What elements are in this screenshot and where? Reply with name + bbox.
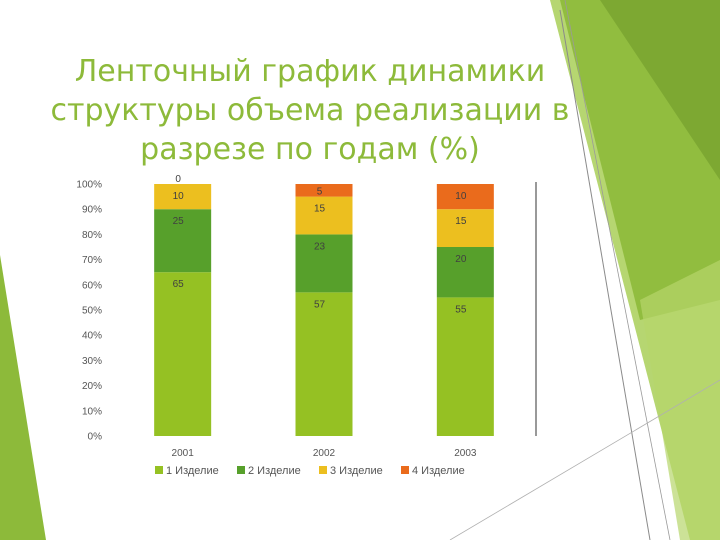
legend: 1 Изделие 2 Изделие 3 Изделие 4 Изделие	[155, 465, 465, 477]
data-label: 25	[173, 216, 185, 227]
data-label: 65	[173, 279, 185, 290]
data-label: 10	[173, 191, 185, 202]
data-label: 15	[455, 216, 467, 227]
decor-line	[564, 0, 671, 540]
y-tick-label: 100%	[76, 180, 102, 191]
legend-swatch	[155, 466, 163, 474]
right-accent-shape-lower	[640, 260, 720, 540]
y-tick-label: 80%	[82, 230, 102, 241]
y-tick-label: 10%	[82, 406, 102, 417]
bar-segment	[154, 272, 212, 436]
y-tick-label: 0%	[88, 432, 103, 443]
data-label: 5	[317, 187, 323, 198]
bar-segment	[295, 234, 353, 293]
y-tick-label: 20%	[82, 381, 102, 392]
legend-swatch	[237, 466, 245, 474]
data-label: 57	[314, 299, 326, 310]
x-tick-label: 2003	[454, 448, 477, 459]
bar-segment	[436, 209, 494, 247]
bar-segment	[436, 184, 494, 210]
data-label: 15	[314, 204, 326, 215]
data-label: 0	[175, 174, 181, 185]
legend-label: 2 Изделие	[248, 465, 301, 477]
bar-segment	[295, 196, 353, 235]
data-label: 20	[455, 254, 467, 265]
x-axis: 2001 2002 2003	[172, 448, 477, 459]
data-label: 10	[455, 191, 467, 202]
bar-segment	[295, 292, 353, 436]
left-accent-shape	[0, 255, 46, 540]
x-tick-label: 2001	[172, 448, 195, 459]
decor-line	[559, 9, 651, 540]
right-accent-shape-top	[600, 0, 720, 180]
decor-line	[449, 379, 720, 540]
legend-label: 3 Изделие	[330, 465, 383, 477]
data-label: 55	[455, 304, 467, 315]
x-tick-label: 2002	[313, 448, 336, 459]
y-tick-label: 70%	[82, 255, 102, 266]
y-tick-label: 50%	[82, 306, 102, 317]
bar-segment	[436, 297, 494, 436]
y-tick-label: 30%	[82, 356, 102, 367]
slide-title: Ленточный график динамики структуры объе…	[50, 54, 570, 167]
legend-label: 1 Изделие	[166, 465, 219, 477]
y-tick-label: 90%	[82, 205, 102, 216]
legend-swatch	[319, 466, 327, 474]
bar-segment	[436, 247, 494, 298]
y-tick-label: 40%	[82, 331, 102, 342]
legend-swatch	[401, 466, 409, 474]
y-tick-label: 60%	[82, 280, 102, 291]
data-label: 23	[314, 241, 326, 252]
y-axis: 0% 10% 20% 30% 40% 50% 60% 70% 80% 90% 100%	[76, 180, 102, 443]
bar-segment	[154, 209, 212, 273]
legend-label: 4 Изделие	[412, 465, 465, 477]
bar-segment	[154, 184, 212, 210]
bar-segment	[295, 184, 353, 197]
